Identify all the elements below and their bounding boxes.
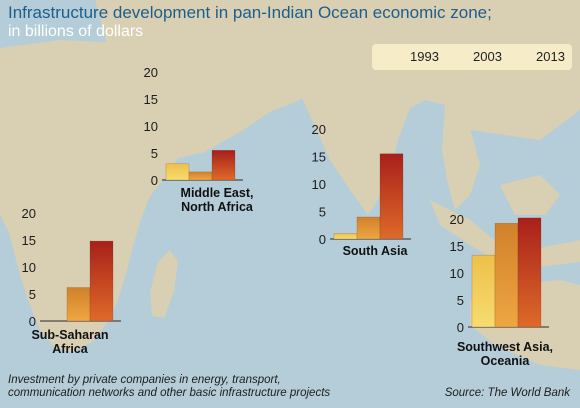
chart-sub-saharan-africa: 0 5 10 15 20: [22, 206, 121, 329]
bar-sub-saharan-africa-2013: [89, 240, 114, 322]
africa-landmass: [0, 40, 182, 352]
y-tick-label-sub-saharan-africa-10: 10: [22, 260, 36, 275]
y-tick-label-middle-east-15: 15: [144, 92, 158, 107]
y-tick-label-sub-saharan-africa-15: 15: [22, 233, 36, 248]
region-label-middle-east-line2: North Africa: [181, 200, 253, 214]
region-label-south-asia: South Asia: [330, 244, 420, 258]
region-label-south-asia-line1: South Asia: [342, 244, 408, 258]
footnote-line2: communication networks and other basic i…: [8, 387, 331, 399]
source-note: Source: The World Bank: [444, 387, 570, 399]
bar-middle-east-1993: [165, 163, 190, 181]
madagascar-landmass: [150, 250, 178, 318]
region-label-sub-saharan-line2: Africa: [52, 342, 88, 356]
y-tick-label-sub-saharan-africa-5: 5: [29, 287, 36, 302]
bar-middle-east-2013: [211, 150, 236, 181]
y-tick-label-sub-saharan-africa-20: 20: [22, 206, 36, 221]
bar-southwest-asia-oceania-2013: [517, 217, 542, 328]
y-tick-label-southwest-asia-oceania-15: 15: [450, 239, 464, 254]
y-tick-label-middle-east-10: 10: [144, 119, 158, 134]
bar-south-asia-1993: [333, 233, 358, 240]
bar-south-asia-2013: [379, 153, 404, 240]
bar-middle-east-2003: [188, 171, 213, 181]
y-tick-label-south-asia-15: 15: [312, 150, 326, 165]
y-tick-label-middle-east-5: 5: [151, 146, 158, 161]
legend-label-2013: 2013: [536, 49, 565, 64]
chart-middle-east: 0 5 10 15 20: [144, 65, 243, 188]
y-tick-label-south-asia-5: 5: [319, 205, 326, 220]
footnote-line1: Investment by private companies in energ…: [8, 374, 281, 386]
y-tick-label-southwest-asia-oceania-20: 20: [450, 212, 464, 227]
y-tick-label-south-asia-10: 10: [312, 177, 326, 192]
legend-label-1993: 1993: [410, 49, 439, 64]
footnote: Investment by private companies in energ…: [8, 374, 388, 400]
y-tick-label-sub-saharan-africa-0: 0: [29, 314, 36, 329]
indonesia-landmass: [430, 200, 580, 268]
region-label-sub-saharan-africa: Sub-Saharan Africa: [8, 328, 132, 356]
region-label-southwest-asia-line2: Oceania: [480, 354, 530, 368]
region-label-southwest-asia-line1: Southwest Asia,: [456, 340, 554, 354]
chart-southwest-asia-oceania: 0 5 10 15 20: [450, 212, 549, 335]
y-tick-label-southwest-asia-oceania-5: 5: [457, 293, 464, 308]
region-label-middle-east: Middle East, North Africa: [155, 186, 279, 214]
bar-southwest-asia-oceania-1993: [471, 254, 496, 328]
region-label-southwest-asia: Southwest Asia, Oceania: [440, 340, 570, 368]
y-tick-label-southwest-asia-oceania-0: 0: [457, 320, 464, 335]
legend-label-2003: 2003: [473, 49, 502, 64]
y-tick-label-south-asia-20: 20: [312, 122, 326, 137]
region-label-sub-saharan-line1: Sub-Saharan: [31, 328, 109, 342]
southeast-asia-landmass: [442, 105, 480, 210]
y-tick-label-middle-east-20: 20: [144, 65, 158, 80]
bar-south-asia-2003: [356, 216, 381, 240]
region-label-middle-east-line1: Middle East,: [180, 186, 254, 200]
chart-subtitle: in billions of dollars: [8, 23, 144, 40]
y-tick-label-middle-east-0: 0: [151, 173, 158, 188]
borneo-landmass: [500, 175, 560, 215]
y-tick-label-southwest-asia-oceania-10: 10: [450, 266, 464, 281]
y-tick-label-south-asia-0: 0: [319, 232, 326, 247]
legend: 1993 2003 2013: [372, 44, 572, 70]
chart-south-asia: 0 5 10 15 20: [312, 122, 411, 247]
bar-southwest-asia-oceania-2003: [494, 223, 519, 328]
bar-sub-saharan-africa-2003: [66, 287, 91, 322]
arabia-landmass: [95, 0, 330, 158]
region-charts: 0 5 10 15 20 0 5 10 15 20 0 5 10 15 20 0 5 10 15 20: [22, 65, 549, 335]
chart-title: Infrastructure development in pan-Indian…: [8, 3, 492, 22]
